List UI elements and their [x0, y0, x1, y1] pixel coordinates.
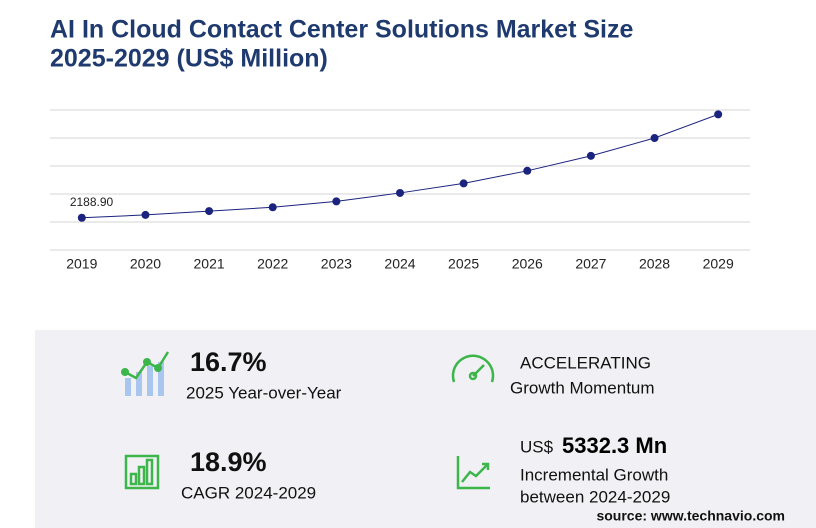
chart-title: 2025-2029 (US$ Million) — [50, 45, 328, 73]
stat-label: 2025 Year-over-Year — [186, 383, 342, 402]
x-tick-label: 2019 — [66, 256, 97, 272]
stat-label: Growth Momentum — [510, 378, 655, 397]
stat-label: Incremental Growth — [520, 465, 668, 484]
point — [332, 197, 341, 206]
point — [205, 207, 214, 216]
growth-icon — [121, 351, 170, 396]
x-tick-label: 2024 — [384, 256, 415, 272]
x-tick-label: 2021 — [194, 256, 225, 272]
stat-value: ACCELERATING — [520, 353, 651, 372]
point — [268, 203, 277, 212]
point — [650, 134, 659, 143]
stat-prefix: US$ — [520, 437, 554, 456]
point — [586, 151, 595, 160]
gauge-icon — [451, 354, 495, 383]
trend-icon — [456, 456, 490, 490]
point — [141, 210, 150, 219]
x-tick-label: 2025 — [448, 256, 479, 272]
x-tick-label: 2028 — [639, 256, 670, 272]
point — [459, 179, 468, 188]
stats-panel — [35, 330, 816, 528]
point — [396, 188, 404, 197]
x-tick-label: 2023 — [321, 256, 352, 272]
x-tick-label: 2026 — [512, 256, 543, 272]
bars-icon — [124, 454, 160, 490]
x-tick-label: 2022 — [257, 256, 288, 272]
stat-value: 16.7% — [190, 347, 267, 377]
point — [77, 213, 86, 222]
stat-value: 18.9% — [190, 447, 267, 477]
x-tick-label: 2029 — [703, 256, 734, 272]
x-tick-label: 2027 — [575, 256, 606, 272]
stat-value: 5332.3 Mn — [562, 433, 667, 458]
point — [714, 110, 723, 119]
point — [523, 166, 532, 175]
source: source: www.technavio.com — [596, 508, 785, 524]
x-tick-label: 2020 — [130, 256, 161, 272]
stat-label: CAGR 2024-2029 — [181, 483, 316, 502]
stat-label: between 2024-2029 — [520, 487, 670, 506]
data-label: 2188.90 — [70, 195, 114, 209]
chart-title: AI In Cloud Contact Center Solutions Mar… — [50, 16, 633, 44]
